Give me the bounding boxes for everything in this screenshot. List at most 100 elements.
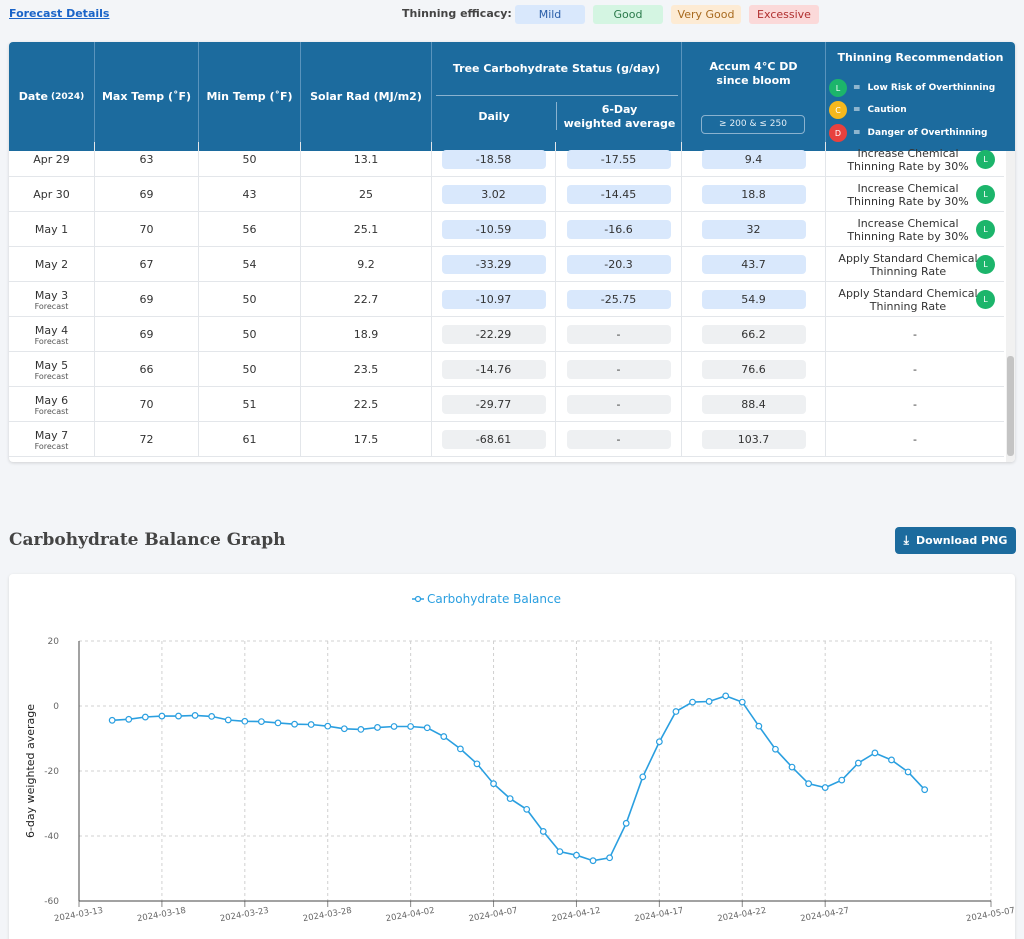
chart-card: 20 0 -20 -40 -60 2024-03-13 2024-03-18 2024-03-… — [9, 574, 1015, 939]
cell-solar: 23.5 — [301, 352, 432, 387]
download-png-button[interactable]: ⤓ Download PNG — [895, 527, 1016, 554]
cell-date: May 3 Forecast — [9, 282, 95, 317]
cell-rec: Increase Chemical Thinning Rate by 30% L — [826, 212, 1004, 247]
header-thinning-label: Thinning Recommendation — [837, 51, 1004, 64]
cell-weighted: - — [556, 317, 682, 352]
cell-min: 54 — [199, 247, 301, 282]
header-date: Date (2024) — [9, 42, 95, 151]
cell-daily: -10.59 — [432, 212, 556, 247]
data-point — [324, 722, 332, 730]
cell-dd: 103.7 — [682, 422, 826, 457]
legend-equals: = — [853, 128, 861, 138]
recommendation-text: - — [845, 398, 985, 411]
weighted-value: - — [566, 325, 671, 344]
x-tick-label: 2024-04-27 — [800, 906, 850, 924]
date-text: May 6 — [34, 393, 69, 407]
header-divider — [436, 95, 678, 96]
cell-min: 43 — [199, 177, 301, 212]
recommendation-line1: - — [913, 398, 917, 411]
header-date-year: (2024) — [51, 91, 85, 102]
max-text: 69 — [139, 293, 154, 306]
x-tick-label: 2024-05-07 — [965, 906, 1015, 924]
recommendation-text: Increase Chemical Thinning Rate by 30% — [838, 182, 978, 208]
header-weighted: 6-Day weighted average — [557, 103, 682, 131]
cell-max: 70 — [95, 212, 199, 247]
table-body[interactable]: Apr 29 63 50 13.1 -18.58 -17.55 9.4 Increase Ch… — [9, 142, 1004, 462]
data-point — [456, 745, 464, 753]
header-weighted-line1: 6-Day — [601, 103, 638, 116]
solar-text: 13.1 — [353, 153, 379, 166]
cell-max: 69 — [95, 282, 199, 317]
max-text: 67 — [139, 258, 154, 271]
weighted-value: -25.75 — [566, 290, 671, 309]
cell-solar: 17.5 — [301, 422, 432, 457]
table-scrollbar[interactable] — [1006, 151, 1015, 462]
scroll-thumb[interactable] — [1007, 356, 1014, 456]
header-max-temp: Max Temp (˚F) — [95, 42, 199, 151]
max-text: 70 — [139, 223, 154, 236]
min-text: 56 — [242, 223, 257, 236]
cell-rec: Apply Standard Chemical Thinning Rate L — [826, 247, 1004, 282]
recommendation-text: - — [845, 433, 985, 446]
y-tick-label: -60 — [44, 897, 59, 907]
data-point — [141, 713, 149, 721]
header-carbohydrate-group: Tree Carbohydrate Status (g/day) — [432, 42, 682, 151]
forecast-details-link[interactable]: Forecast Details — [9, 7, 110, 20]
cell-rec: Apply Standard Chemical Thinning Rate L — [826, 282, 1004, 317]
cell-dd: 88.4 — [682, 387, 826, 422]
max-text: 72 — [139, 433, 154, 446]
data-point — [871, 749, 879, 757]
cell-rec: - — [826, 422, 1004, 457]
cell-max: 70 — [95, 387, 199, 422]
data-point — [423, 724, 431, 732]
recommendation-line2: Thinning Rate by 30% — [847, 194, 969, 208]
cell-max: 69 — [95, 177, 199, 212]
recommendation-line1: - — [913, 363, 917, 376]
data-point — [888, 756, 895, 764]
weighted-value: -20.3 — [566, 255, 671, 274]
cell-min: 50 — [199, 317, 301, 352]
cell-max: 72 — [95, 422, 199, 457]
data-point — [390, 723, 398, 730]
cell-date: May 2 — [9, 247, 95, 282]
thinning-efficacy-label: Thinning efficacy: — [402, 7, 512, 20]
legend-danger: D = Danger of Overthinning — [829, 124, 987, 142]
cell-daily: -22.29 — [432, 317, 556, 352]
table-row: May 1 70 56 25.1 -10.59 -16.6 32 Increase Chemi… — [9, 212, 1004, 247]
date-text: May 5 — [34, 358, 69, 372]
cell-dd: 54.9 — [682, 282, 826, 317]
cell-solar: 22.7 — [301, 282, 432, 317]
forecast-tag: Forecast — [34, 336, 69, 346]
cell-min: 51 — [199, 387, 301, 422]
top-bar: Forecast Details Thinning efficacy: Mild… — [0, 0, 1024, 30]
data-point — [340, 725, 348, 733]
recommendation-text: - — [845, 363, 985, 376]
recommendation-line2: Thinning Rate by 30% — [847, 159, 969, 173]
cell-daily: -18.58 — [432, 142, 556, 177]
cell-rec: Increase Chemical Thinning Rate by 30% L — [826, 177, 1004, 212]
min-text: 50 — [242, 328, 257, 341]
cell-dd: 18.8 — [682, 177, 826, 212]
y-tick-label: -20 — [44, 767, 59, 777]
cell-max: 63 — [95, 142, 199, 177]
header-carbohydrate-label: Tree Carbohydrate Status (g/day) — [452, 62, 661, 75]
data-point — [224, 716, 232, 724]
cell-date: May 1 — [9, 212, 95, 247]
weighted-value: -17.55 — [566, 150, 671, 169]
forecast-tag: Forecast — [34, 406, 69, 416]
recommendation-line1: - — [913, 433, 917, 446]
header-accum-line1: Accum 4°C DD — [709, 60, 798, 73]
solar-text: 17.5 — [353, 433, 379, 446]
data-point — [788, 763, 796, 771]
weighted-value: -16.6 — [566, 220, 671, 239]
daily-value: -29.77 — [441, 395, 546, 414]
table-row: Apr 29 63 50 13.1 -18.58 -17.55 9.4 Increase Ch… — [9, 142, 1004, 177]
data-point — [158, 712, 166, 720]
data-point — [523, 805, 531, 813]
legend-low-risk-text: Low Risk of Overthinning — [867, 83, 996, 93]
cell-dd: 66.2 — [682, 317, 826, 352]
cell-min: 56 — [199, 212, 301, 247]
legend-caution: C = Caution — [829, 101, 907, 119]
data-point — [672, 708, 680, 715]
